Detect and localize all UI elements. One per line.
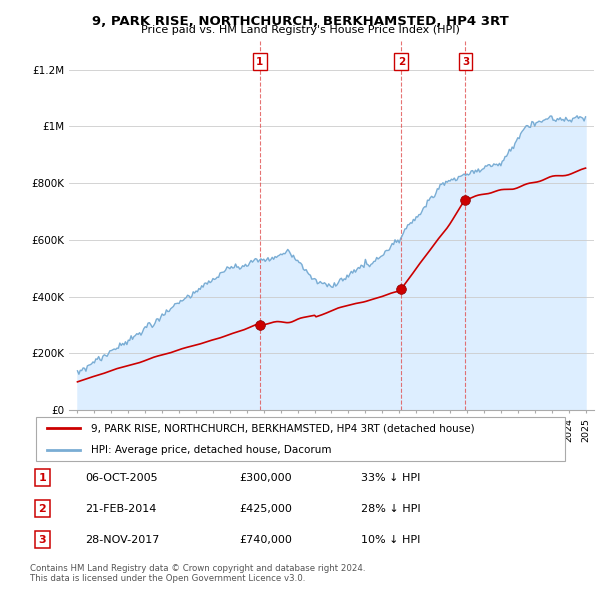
Text: £740,000: £740,000 — [240, 535, 293, 545]
Text: 1: 1 — [256, 57, 263, 67]
Text: 9, PARK RISE, NORTHCHURCH, BERKHAMSTED, HP4 3RT: 9, PARK RISE, NORTHCHURCH, BERKHAMSTED, … — [92, 15, 508, 28]
FancyBboxPatch shape — [35, 417, 565, 461]
Text: 9, PARK RISE, NORTHCHURCH, BERKHAMSTED, HP4 3RT (detached house): 9, PARK RISE, NORTHCHURCH, BERKHAMSTED, … — [91, 423, 475, 433]
Text: 10% ↓ HPI: 10% ↓ HPI — [361, 535, 421, 545]
Text: 3: 3 — [38, 535, 46, 545]
Text: Price paid vs. HM Land Registry's House Price Index (HPI): Price paid vs. HM Land Registry's House … — [140, 25, 460, 35]
Text: 28% ↓ HPI: 28% ↓ HPI — [361, 504, 421, 514]
Text: 06-OCT-2005: 06-OCT-2005 — [85, 473, 158, 483]
Text: 21-FEB-2014: 21-FEB-2014 — [85, 504, 157, 514]
Text: HPI: Average price, detached house, Dacorum: HPI: Average price, detached house, Daco… — [91, 445, 331, 455]
Text: 28-NOV-2017: 28-NOV-2017 — [85, 535, 160, 545]
Text: £300,000: £300,000 — [240, 473, 292, 483]
Text: 2: 2 — [398, 57, 405, 67]
Text: 33% ↓ HPI: 33% ↓ HPI — [361, 473, 421, 483]
Text: £425,000: £425,000 — [240, 504, 293, 514]
Text: 3: 3 — [462, 57, 469, 67]
Text: Contains HM Land Registry data © Crown copyright and database right 2024.
This d: Contains HM Land Registry data © Crown c… — [30, 563, 365, 583]
Text: 2: 2 — [38, 504, 46, 514]
Text: 1: 1 — [38, 473, 46, 483]
